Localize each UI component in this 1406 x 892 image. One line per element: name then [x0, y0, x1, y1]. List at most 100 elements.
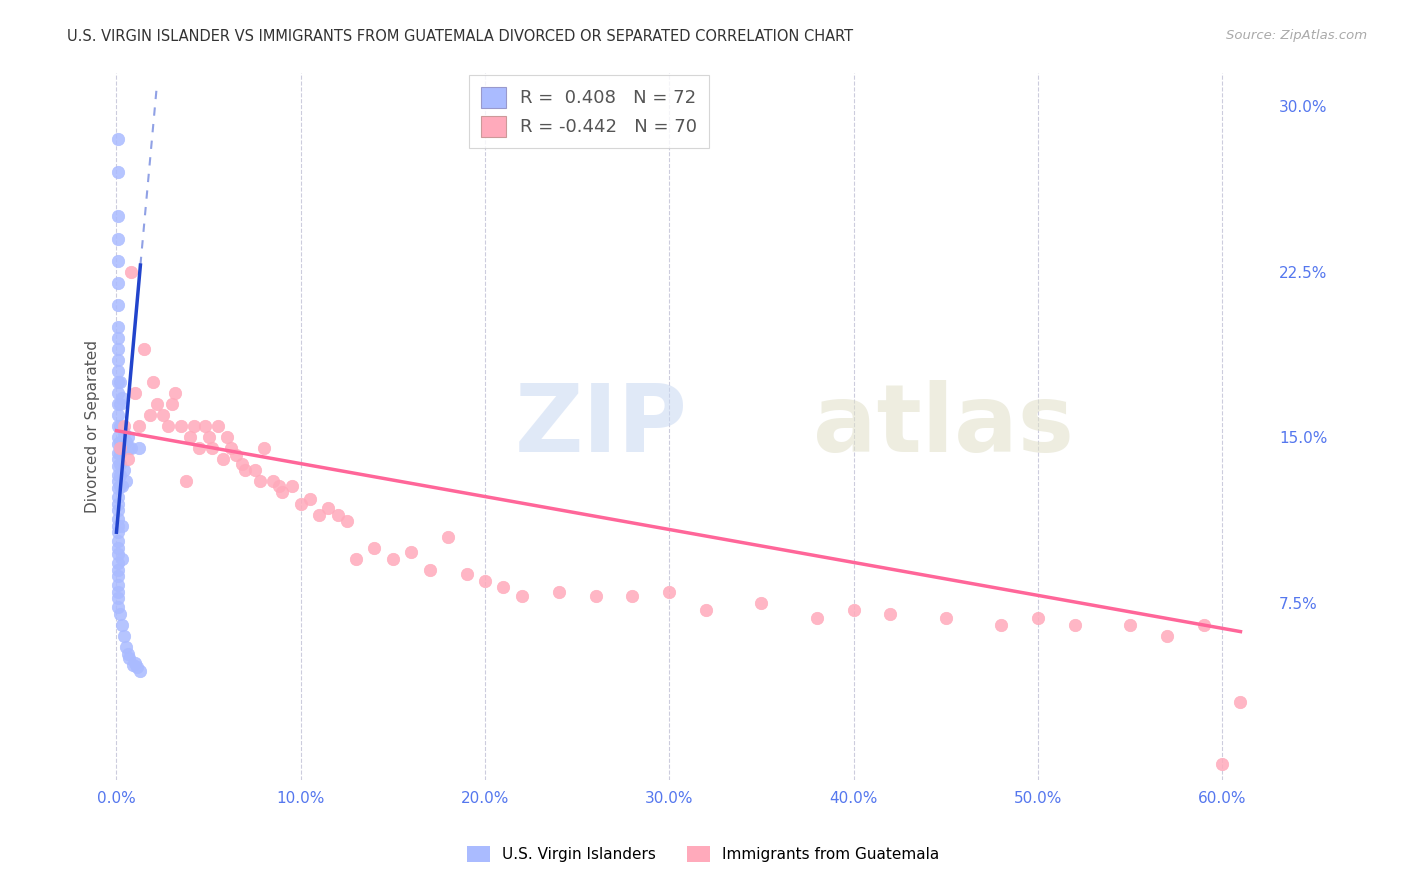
Point	[170, 419, 193, 434]
Point	[114, 434, 136, 449]
Point	[219, 442, 242, 456]
Point	[138, 408, 160, 422]
Point	[157, 419, 180, 434]
Point	[280, 479, 302, 493]
Point	[207, 419, 229, 434]
Point	[107, 276, 129, 290]
Point	[108, 467, 131, 482]
Legend: U.S. Virgin Islanders, Immigrants from Guatemala: U.S. Virgin Islanders, Immigrants from G…	[461, 839, 945, 868]
Point	[120, 265, 142, 279]
Point	[107, 585, 129, 599]
Point	[215, 430, 238, 444]
Point	[249, 475, 271, 489]
Point	[935, 611, 957, 625]
Point	[419, 563, 441, 577]
Point	[188, 442, 211, 456]
Point	[212, 452, 235, 467]
Point	[112, 419, 135, 434]
Point	[107, 397, 129, 411]
Point	[107, 591, 129, 606]
Point	[107, 253, 129, 268]
Point	[107, 319, 129, 334]
Point	[107, 534, 129, 549]
Point	[107, 547, 129, 561]
Point	[235, 463, 257, 477]
Point	[165, 386, 187, 401]
Point	[107, 512, 129, 526]
Point	[107, 525, 129, 540]
Point	[1156, 629, 1178, 643]
Point	[132, 342, 155, 356]
Point	[114, 640, 136, 654]
Point	[111, 518, 134, 533]
Point	[124, 386, 146, 401]
Point	[107, 452, 129, 467]
Point	[990, 618, 1012, 632]
Point	[117, 452, 139, 467]
Point	[107, 364, 129, 378]
Point	[108, 375, 131, 389]
Point	[107, 331, 129, 345]
Point	[253, 442, 276, 456]
Point	[112, 629, 135, 643]
Text: U.S. VIRGIN ISLANDER VS IMMIGRANTS FROM GUATEMALA DIVORCED OR SEPARATED CORRELAT: U.S. VIRGIN ISLANDER VS IMMIGRANTS FROM …	[67, 29, 853, 44]
Point	[107, 569, 129, 583]
Point	[176, 475, 198, 489]
Point	[456, 567, 478, 582]
Point	[197, 430, 219, 444]
Point	[107, 132, 129, 146]
Point	[160, 397, 183, 411]
Point	[108, 446, 131, 460]
Point	[128, 442, 150, 456]
Point	[107, 467, 129, 482]
Point	[474, 574, 496, 588]
Point	[108, 607, 131, 621]
Point	[290, 496, 312, 510]
Point	[107, 475, 129, 489]
Point	[111, 551, 134, 566]
Point	[122, 657, 145, 672]
Point	[118, 651, 141, 665]
Point	[194, 419, 217, 434]
Point	[108, 457, 131, 471]
Point	[128, 419, 150, 434]
Point	[107, 210, 129, 224]
Point	[621, 589, 644, 603]
Point	[120, 442, 142, 456]
Point	[695, 602, 717, 616]
Point	[129, 665, 152, 679]
Point	[108, 397, 131, 411]
Point	[492, 581, 515, 595]
Point	[318, 500, 340, 515]
Point	[108, 434, 131, 449]
Point	[437, 530, 460, 544]
Point	[107, 386, 129, 401]
Point	[585, 589, 607, 603]
Point	[107, 458, 129, 473]
Point	[111, 479, 134, 493]
Point	[112, 425, 135, 440]
Point	[107, 165, 129, 179]
Point	[344, 551, 367, 566]
Point	[842, 602, 865, 616]
Point	[381, 551, 404, 566]
Point	[107, 446, 129, 460]
Point	[326, 508, 349, 522]
Point	[124, 656, 146, 670]
Point	[201, 442, 224, 456]
Point	[107, 298, 129, 312]
Point	[107, 563, 129, 577]
Point	[107, 342, 129, 356]
Point	[146, 397, 169, 411]
Point	[879, 607, 901, 621]
Point	[179, 430, 201, 444]
Point	[111, 434, 134, 449]
Point	[363, 541, 385, 555]
Point	[107, 419, 129, 434]
Point	[108, 479, 131, 493]
Point	[1211, 757, 1233, 772]
Text: Source: ZipAtlas.com: Source: ZipAtlas.com	[1226, 29, 1367, 42]
Point	[125, 660, 148, 674]
Point	[401, 545, 423, 559]
Point	[107, 375, 129, 389]
